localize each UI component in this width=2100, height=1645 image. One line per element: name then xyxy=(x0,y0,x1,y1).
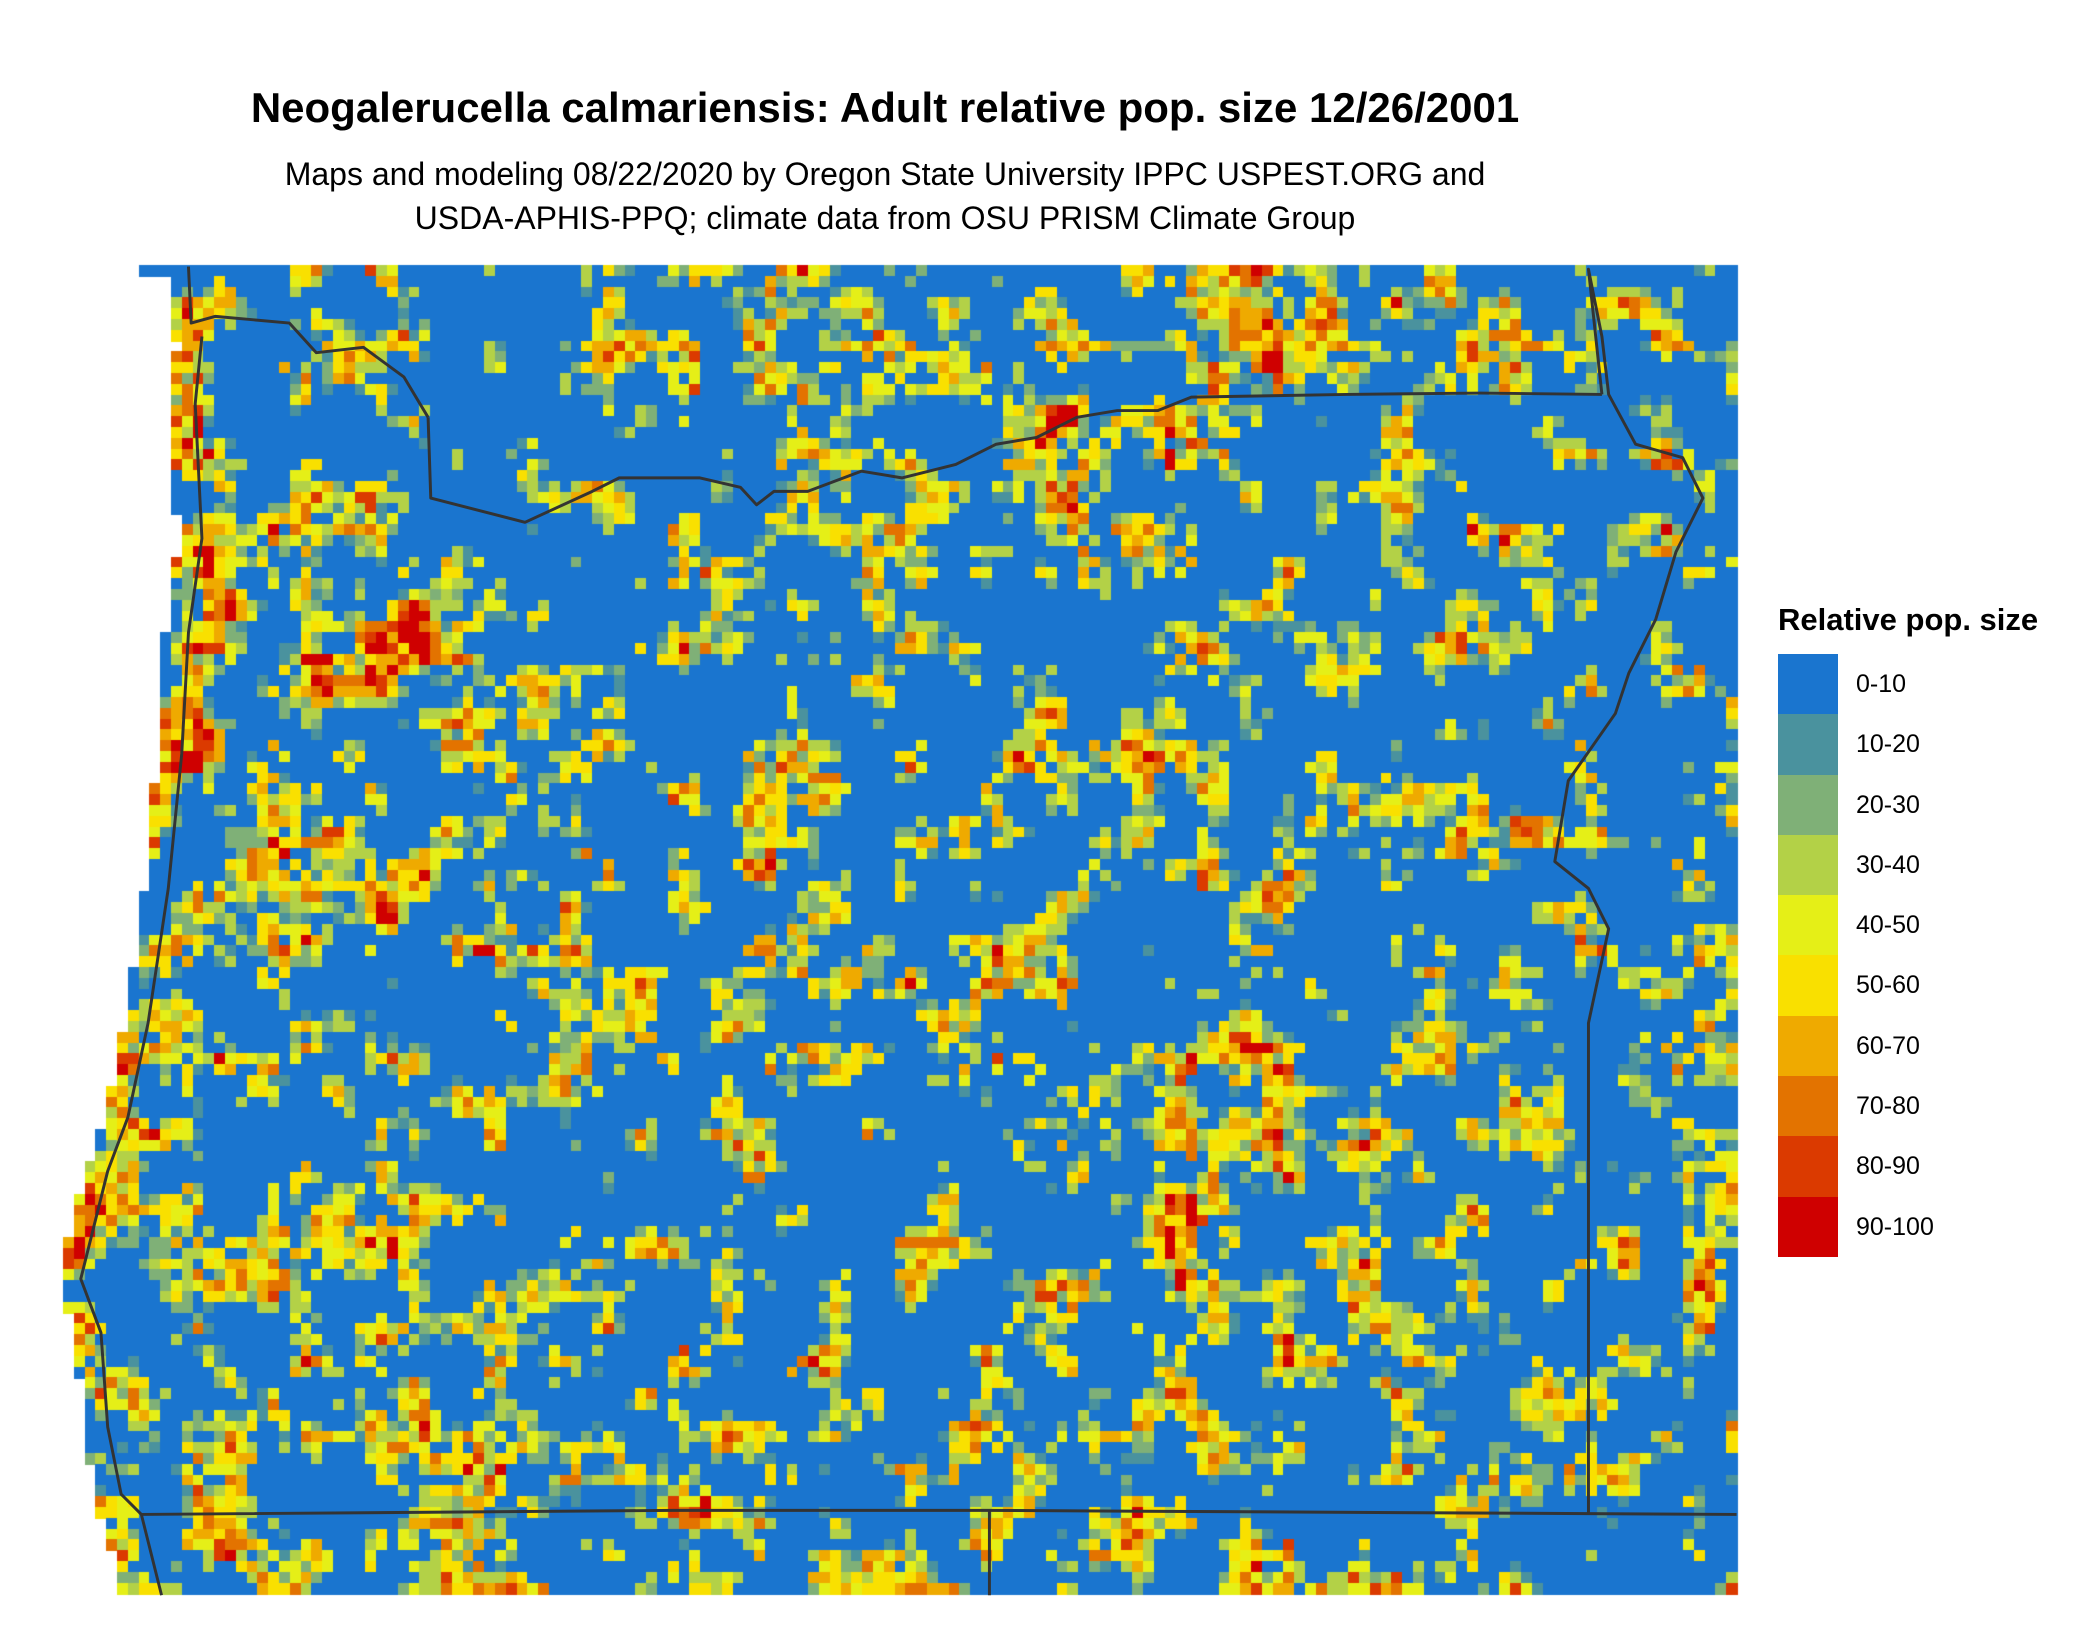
columbia-river-border xyxy=(426,391,1602,524)
legend-title: Relative pop. size xyxy=(1778,602,2039,637)
legend-item: 70-80 xyxy=(1778,1076,2038,1137)
legend-item: 20-30 xyxy=(1778,774,2038,835)
legend-label: 30-40 xyxy=(1856,850,1920,879)
legend: Relative pop. size 0-10 10-20 20-30 30-40 40… xyxy=(1778,602,2038,1257)
legend-swatch xyxy=(1778,1015,1838,1077)
legend-item: 30-40 xyxy=(1778,834,2038,896)
legend-label: 20-30 xyxy=(1856,790,1920,819)
legend-label: 10-20 xyxy=(1856,730,1920,759)
legend-swatch xyxy=(1778,834,1838,896)
legend-item: 40-50 xyxy=(1778,895,2038,956)
legend-label: 80-90 xyxy=(1856,1152,1920,1181)
legend-item: 0-10 xyxy=(1778,654,2038,715)
legend-swatch xyxy=(1778,654,1838,715)
legend-label: 70-80 xyxy=(1856,1092,1920,1121)
map-title: Neogalerucella calmariensis: Adult relat… xyxy=(250,84,1520,131)
legend-label: 60-70 xyxy=(1856,1031,1920,1060)
map-subtitle-line-2: USDA-APHIS-PPQ; climate data from OSU PR… xyxy=(414,200,1356,236)
idaho-border xyxy=(1553,267,1705,1515)
legend-item: 80-90 xyxy=(1778,1136,2038,1197)
legend-label: 0-10 xyxy=(1856,670,1907,698)
california-nevada-border xyxy=(141,1508,1737,1516)
legend-swatch xyxy=(1778,774,1838,835)
legend-swatch xyxy=(1778,1196,1838,1257)
legend-item: 10-20 xyxy=(1778,714,2038,775)
legend-swatch xyxy=(1778,895,1838,956)
map-subtitle-line-1: Maps and modeling 08/22/2020 by Oregon S… xyxy=(284,156,1486,192)
legend-swatch xyxy=(1778,1076,1838,1137)
legend-item: 90-100 xyxy=(1778,1196,2038,1257)
legend-swatch xyxy=(1778,714,1838,775)
washington-coast xyxy=(186,266,430,419)
oregon-coast xyxy=(79,336,204,1596)
legend-label: 40-50 xyxy=(1856,911,1920,940)
legend-label: 50-60 xyxy=(1856,971,1920,1000)
legend-swatch xyxy=(1778,955,1838,1016)
legend-item: 50-60 xyxy=(1778,955,2038,1016)
legend-item: 60-70 xyxy=(1778,1015,2038,1077)
legend-swatch xyxy=(1778,1136,1838,1197)
legend-label: 90-100 xyxy=(1856,1212,1934,1241)
